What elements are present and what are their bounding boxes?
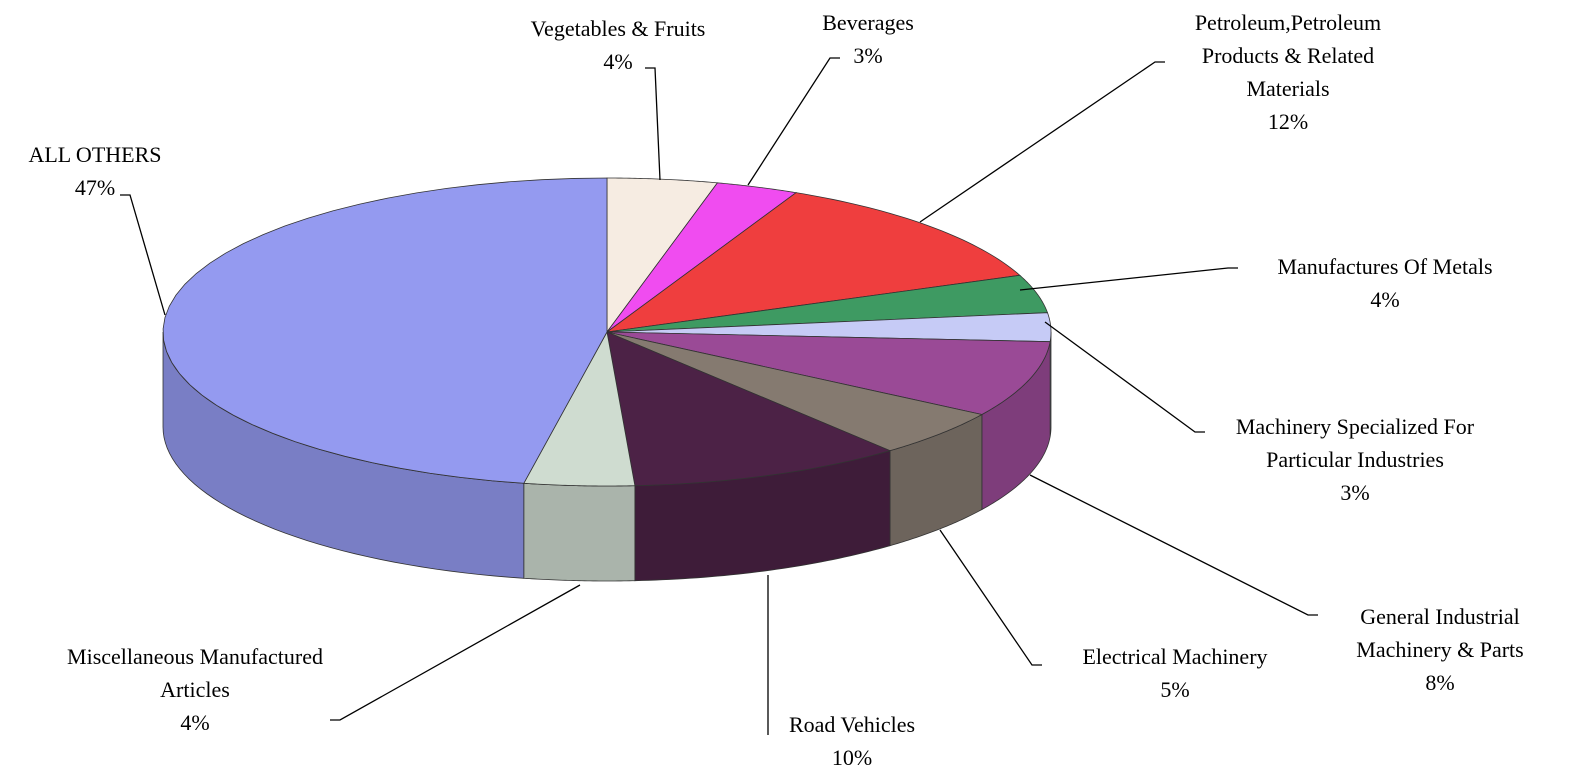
leader-line bbox=[120, 194, 166, 316]
percent-label: 47% bbox=[74, 175, 116, 200]
category-name: Vegetables & Fruits bbox=[530, 16, 706, 41]
leader-line bbox=[1029, 474, 1318, 616]
percent-label: 3% bbox=[1340, 480, 1370, 505]
slice-side bbox=[523, 482, 636, 582]
slice bbox=[523, 330, 636, 487]
percent-label: 3% bbox=[853, 43, 883, 68]
slice bbox=[606, 312, 1052, 343]
leader-line bbox=[645, 67, 661, 181]
slice-label: Vegetables & Fruits 4% bbox=[478, 12, 758, 78]
category-name: Road Vehicles bbox=[788, 712, 916, 737]
slice bbox=[606, 182, 798, 333]
category-name: General Industrial Machinery & Parts bbox=[1356, 604, 1524, 662]
category-name: Manufactures Of Metals bbox=[1277, 254, 1493, 279]
leader-line bbox=[330, 584, 581, 721]
slice-label: Road Vehicles 10% bbox=[752, 708, 952, 774]
slice-label: Manufactures Of Metals 4% bbox=[1225, 250, 1545, 316]
slice-label: Petroleum,Petroleum Products & Related M… bbox=[1168, 6, 1408, 138]
slice-label: Machinery Specialized For Particular Ind… bbox=[1195, 410, 1515, 509]
category-name: Machinery Specialized For Particular Ind… bbox=[1235, 414, 1475, 472]
percent-label: 10% bbox=[831, 745, 873, 770]
percent-label: 4% bbox=[180, 710, 210, 735]
leader-line bbox=[747, 57, 840, 186]
category-name: Petroleum,Petroleum Products & Related M… bbox=[1194, 10, 1382, 101]
leader-line bbox=[939, 529, 1042, 666]
category-name: ALL OTHERS bbox=[28, 142, 162, 167]
slice-label: Beverages 3% bbox=[788, 6, 948, 72]
slice bbox=[606, 274, 1049, 333]
slice bbox=[606, 177, 719, 334]
category-name: Electrical Machinery bbox=[1082, 644, 1268, 669]
leader-line bbox=[919, 61, 1165, 223]
slice bbox=[606, 331, 984, 452]
percent-label: 4% bbox=[1370, 287, 1400, 312]
percent-label: 12% bbox=[1267, 109, 1309, 134]
leader-line bbox=[1019, 267, 1238, 291]
leader-line bbox=[1044, 321, 1205, 433]
slice bbox=[606, 331, 1051, 415]
category-name: Beverages bbox=[822, 10, 914, 35]
slice-label: ALL OTHERS 47% bbox=[0, 138, 195, 204]
slice bbox=[606, 192, 1021, 333]
percent-label: 5% bbox=[1160, 677, 1190, 702]
percent-label: 4% bbox=[603, 49, 633, 74]
slice-label: Electrical Machinery 5% bbox=[1030, 640, 1320, 706]
slice-label: General Industrial Machinery & Parts 8% bbox=[1315, 600, 1565, 699]
percent-label: 8% bbox=[1425, 670, 1455, 695]
slice-label: Miscellaneous Manufactured Articles 4% bbox=[45, 640, 345, 739]
slice bbox=[162, 177, 608, 484]
slice bbox=[606, 331, 892, 487]
category-name: Miscellaneous Manufactured Articles bbox=[67, 644, 323, 702]
